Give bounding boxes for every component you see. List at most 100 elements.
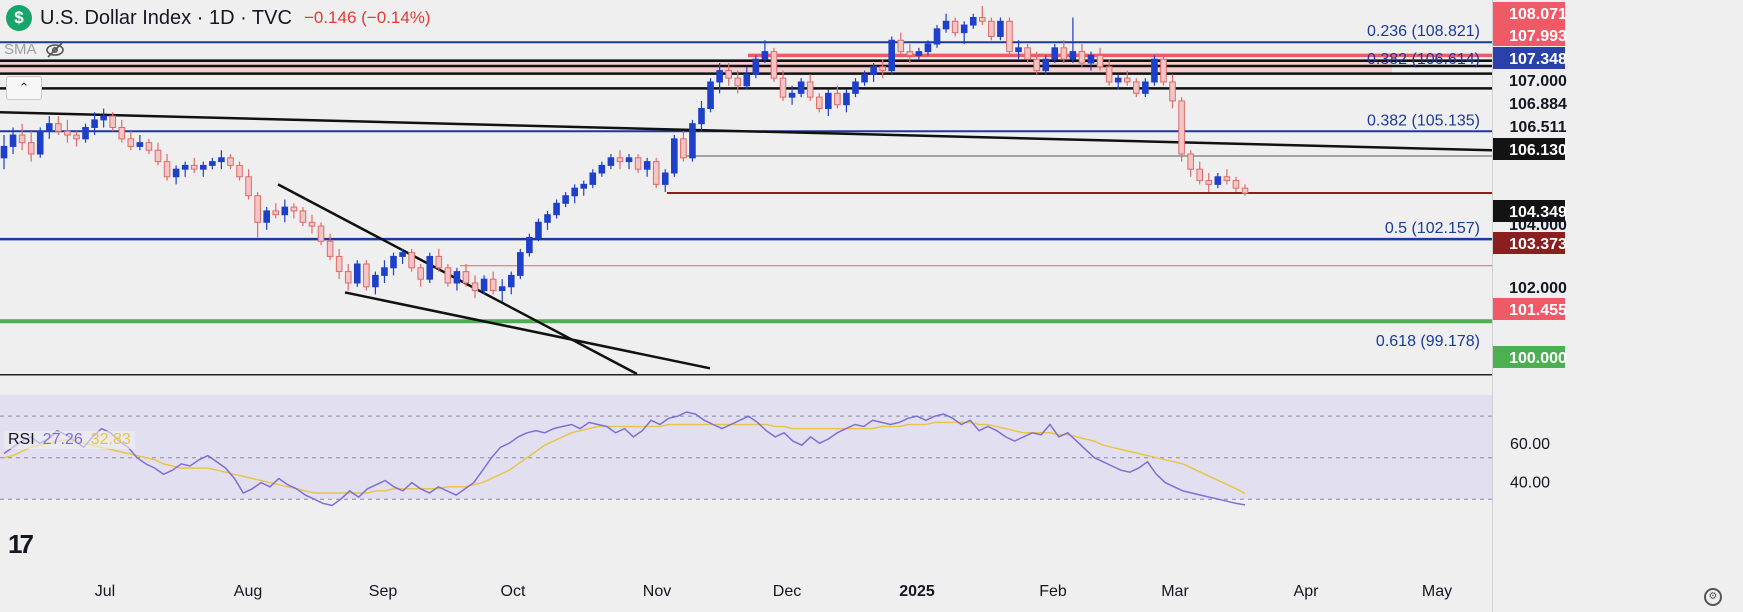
trend-lines bbox=[0, 111, 1493, 376]
collapse-legend-button[interactable]: ⌃ bbox=[6, 76, 42, 100]
candle-body bbox=[960, 24, 968, 34]
rsi-ma-value: 32.83 bbox=[90, 431, 131, 448]
candle bbox=[562, 191, 569, 208]
candle-body bbox=[163, 161, 171, 178]
gear-icon[interactable]: ⚙ bbox=[1704, 588, 1722, 606]
time-tick: Oct bbox=[501, 583, 526, 600]
candle-body bbox=[979, 16, 986, 22]
candle-body bbox=[535, 221, 542, 238]
candle-body bbox=[607, 157, 615, 166]
candle bbox=[526, 233, 533, 257]
candle bbox=[797, 78, 805, 98]
candle bbox=[779, 70, 787, 101]
candle-body bbox=[272, 210, 280, 216]
candle bbox=[1015, 40, 1022, 60]
symbol-title[interactable]: U.S. Dollar Index · 1D · TVC bbox=[40, 6, 292, 29]
price-label: 102.000 bbox=[1509, 280, 1567, 297]
candle-body bbox=[779, 77, 787, 98]
candle-body bbox=[190, 164, 198, 170]
candle bbox=[299, 207, 307, 227]
price-change: −0.146 (−0.14%) bbox=[303, 8, 431, 27]
candle-body bbox=[1096, 54, 1104, 68]
candle bbox=[770, 47, 778, 82]
candle-body bbox=[1196, 168, 1204, 182]
candle-body bbox=[834, 92, 841, 106]
candle bbox=[0, 135, 8, 170]
candle bbox=[1123, 70, 1131, 86]
rsi-line bbox=[3, 411, 1246, 507]
candle-body bbox=[969, 16, 977, 26]
candle bbox=[36, 127, 44, 158]
candle-body bbox=[9, 134, 17, 147]
candle bbox=[680, 131, 687, 162]
candle-body bbox=[381, 267, 388, 276]
candle-body bbox=[625, 157, 633, 163]
candle-body bbox=[64, 130, 71, 136]
candle bbox=[1132, 78, 1140, 98]
candle-body bbox=[1060, 47, 1068, 60]
candle-body bbox=[36, 130, 44, 155]
candle-body bbox=[1051, 47, 1059, 60]
candle-body bbox=[517, 252, 524, 276]
candle-body bbox=[1105, 66, 1113, 83]
candle bbox=[18, 123, 26, 151]
candle bbox=[969, 13, 977, 29]
candle bbox=[716, 62, 723, 94]
candle-body bbox=[18, 134, 26, 144]
candle-body bbox=[879, 66, 886, 72]
candle bbox=[64, 119, 71, 143]
candle bbox=[1078, 44, 1086, 67]
candle-body bbox=[227, 157, 234, 166]
tradingview-logo: 17 bbox=[8, 529, 34, 559]
candle bbox=[879, 59, 886, 79]
candle-body bbox=[562, 195, 569, 204]
candle-body bbox=[906, 51, 914, 56]
price-label-bg bbox=[1493, 200, 1565, 222]
candle bbox=[263, 207, 270, 230]
candle-body bbox=[218, 157, 225, 163]
candle-body bbox=[589, 172, 597, 185]
candle-body bbox=[770, 51, 778, 79]
candle-body bbox=[326, 240, 334, 257]
time-tick: Aug bbox=[234, 583, 262, 600]
candle-body bbox=[915, 51, 923, 56]
candle-body bbox=[1187, 153, 1194, 170]
candle-body bbox=[1024, 47, 1031, 60]
candle bbox=[118, 119, 126, 143]
candle bbox=[417, 264, 424, 287]
candle-body bbox=[45, 123, 53, 132]
candle-body bbox=[825, 92, 832, 110]
candle bbox=[852, 78, 859, 98]
candle bbox=[906, 44, 914, 63]
rsi-legend[interactable]: RSI 27.26 32.83 bbox=[4, 431, 135, 449]
candle bbox=[1178, 97, 1185, 162]
sma-legend[interactable]: SMA bbox=[4, 41, 65, 58]
candle-body bbox=[1033, 58, 1040, 72]
fib-label: 0.618 (99.178) bbox=[1376, 333, 1480, 350]
candle bbox=[444, 264, 452, 287]
candle bbox=[870, 62, 877, 82]
candle bbox=[344, 264, 352, 291]
candle bbox=[27, 131, 35, 162]
candle-body bbox=[951, 20, 959, 34]
candle bbox=[55, 116, 62, 136]
candle bbox=[752, 55, 760, 79]
candle-body bbox=[299, 210, 307, 223]
candle bbox=[498, 279, 506, 302]
candle bbox=[607, 154, 615, 170]
rsi-band bbox=[0, 395, 1492, 499]
candle-body bbox=[263, 210, 270, 223]
candle bbox=[326, 233, 334, 261]
candle bbox=[172, 165, 180, 185]
candle-body bbox=[127, 138, 135, 147]
time-tick: Feb bbox=[1039, 583, 1067, 600]
candle-body bbox=[933, 28, 941, 45]
candle bbox=[598, 161, 606, 177]
horizontal-lines bbox=[0, 41, 1492, 324]
candle bbox=[1114, 74, 1122, 90]
eye-off-icon[interactable] bbox=[45, 41, 65, 58]
candle bbox=[1042, 55, 1050, 75]
price-label: 106.511 bbox=[1510, 119, 1567, 136]
price-label: 107.000 bbox=[1509, 73, 1567, 90]
